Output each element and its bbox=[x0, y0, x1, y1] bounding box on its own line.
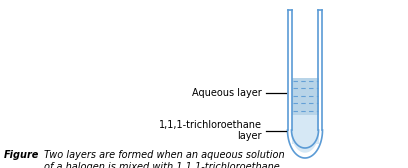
Bar bbox=[291, 78, 319, 115]
Text: Figure: Figure bbox=[4, 150, 40, 160]
Polygon shape bbox=[291, 130, 319, 152]
Text: 1,1,1-trichloroethane: 1,1,1-trichloroethane bbox=[158, 120, 262, 130]
Bar bbox=[288, 10, 322, 130]
Bar bbox=[291, 115, 319, 144]
Text: layer: layer bbox=[237, 131, 262, 141]
Text: Two layers are formed when an aqueous solution
of a halogen is mixed with 1,1,1-: Two layers are formed when an aqueous so… bbox=[44, 150, 285, 168]
Text: Aqueous layer: Aqueous layer bbox=[192, 89, 262, 98]
